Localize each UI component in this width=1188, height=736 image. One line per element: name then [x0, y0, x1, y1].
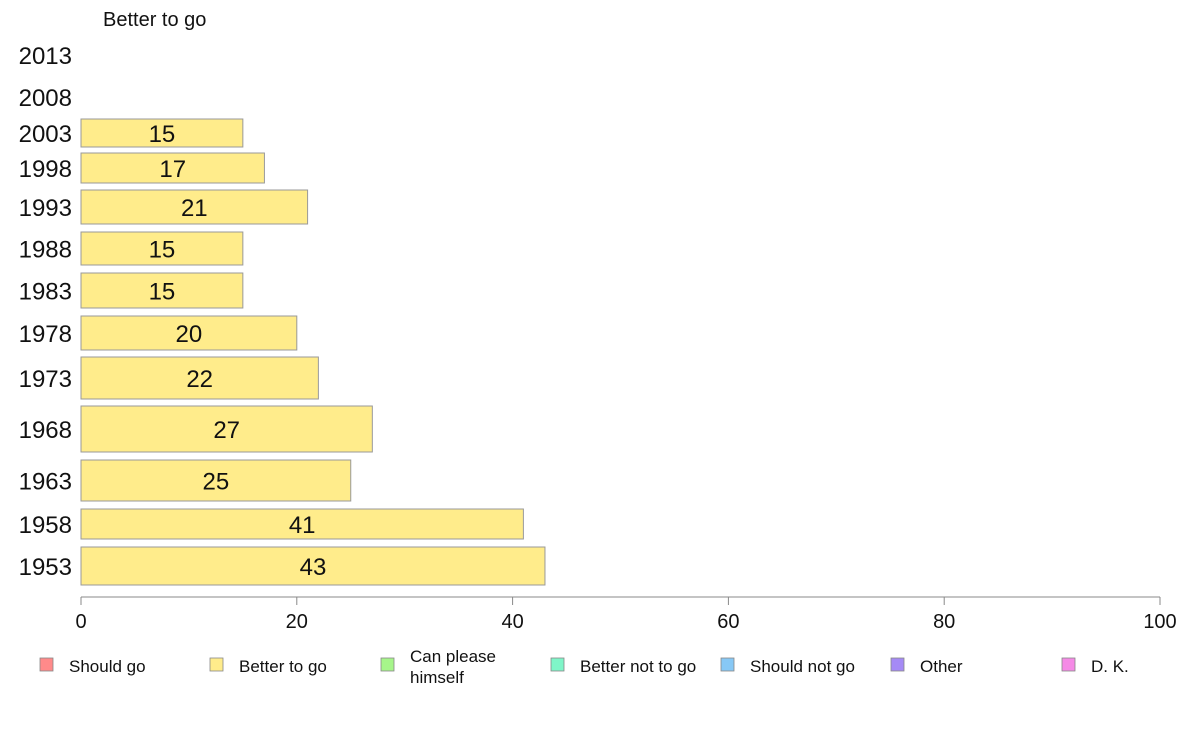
bar-value-label: 25 [203, 469, 230, 496]
x-tick-label: 100 [1143, 611, 1176, 633]
bars [80, 118, 546, 586]
legend: Should go Better to go Can please himself Be… [39, 647, 1129, 687]
bar-value-label: 15 [149, 237, 176, 264]
year-labels: 2013 2008 2003 1998 1993 1988 1983 1978 1973 1968… [19, 43, 72, 581]
bar-value-label: 17 [159, 156, 186, 183]
year-label: 1983 [19, 279, 72, 306]
bar [80, 152, 265, 184]
bar [80, 508, 524, 540]
bar-value-label: 21 [181, 195, 208, 222]
bar-value-label: 22 [186, 366, 213, 393]
chart-title: Better to go [103, 9, 206, 31]
bar [80, 356, 319, 400]
legend-swatch [550, 657, 565, 672]
x-tick-label: 80 [933, 611, 955, 633]
legend-item: Should not go [720, 657, 855, 676]
bar-value-label: 15 [149, 279, 176, 306]
legend-label: Better to go [239, 657, 327, 676]
x-tick-label: 60 [717, 611, 739, 633]
legend-label: himself [410, 668, 464, 687]
year-label: 1963 [19, 469, 72, 496]
legend-item: D. K. [1061, 657, 1129, 676]
bar [80, 315, 298, 351]
legend-swatch [890, 657, 905, 672]
legend-swatch [720, 657, 735, 672]
legend-item: Can please himself [380, 647, 496, 687]
legend-swatch [380, 657, 395, 672]
bar [80, 189, 309, 225]
bar [80, 546, 546, 586]
year-label: 1973 [19, 366, 72, 393]
legend-label: Should go [69, 657, 146, 676]
bar [80, 272, 244, 309]
x-tick-label: 0 [75, 611, 86, 633]
bar-value-label: 43 [300, 554, 327, 581]
x-tick-label: 40 [501, 611, 523, 633]
legend-label: Should not go [750, 657, 855, 676]
legend-label: D. K. [1091, 657, 1129, 676]
year-label: 1958 [19, 512, 72, 539]
x-tick-label: 20 [286, 611, 308, 633]
bar [80, 459, 352, 502]
legend-swatch [209, 657, 224, 672]
bar-value-label: 20 [176, 321, 203, 348]
year-label: 1953 [19, 554, 72, 581]
bar [80, 118, 244, 148]
legend-item: Other [890, 657, 963, 676]
legend-item: Better not to go [550, 657, 696, 676]
legend-swatch [39, 657, 54, 672]
year-label: 2003 [19, 121, 72, 148]
year-label: 2008 [19, 85, 72, 112]
bar [80, 231, 244, 266]
bar-value-label: 27 [213, 417, 240, 444]
legend-swatch [1061, 657, 1076, 672]
legend-label: Can please [410, 647, 496, 666]
legend-item: Better to go [209, 657, 327, 676]
year-label: 2013 [19, 43, 72, 70]
bar-value-label: 41 [289, 512, 316, 539]
year-label: 1993 [19, 195, 72, 222]
legend-item: Should go [39, 657, 146, 676]
legend-label: Better not to go [580, 657, 696, 676]
year-label: 1968 [19, 417, 72, 444]
x-axis: 0 20 40 60 80 100 [75, 596, 1177, 633]
year-label: 1998 [19, 156, 72, 183]
bar [80, 405, 373, 453]
bar-value-label: 15 [149, 121, 176, 148]
year-label: 1988 [19, 237, 72, 264]
legend-label: Other [920, 657, 963, 676]
year-label: 1978 [19, 321, 72, 348]
